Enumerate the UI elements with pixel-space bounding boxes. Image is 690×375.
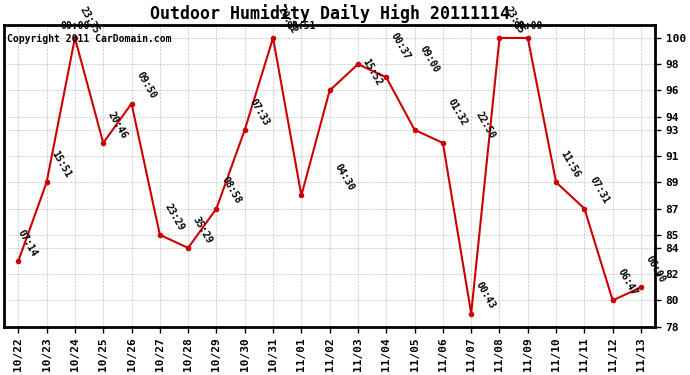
Text: 09:00: 09:00 xyxy=(417,44,441,75)
Text: 06:47: 06:47 xyxy=(615,267,639,298)
Text: 00:37: 00:37 xyxy=(389,31,413,62)
Text: 23:35: 23:35 xyxy=(78,5,101,35)
Text: 23:55: 23:55 xyxy=(502,5,526,35)
Text: 22:50: 22:50 xyxy=(474,110,497,140)
Text: 01:32: 01:32 xyxy=(446,97,469,127)
Text: 07:31: 07:31 xyxy=(587,176,611,206)
Text: 09:50: 09:50 xyxy=(135,70,157,101)
Text: 15:52: 15:52 xyxy=(361,57,384,88)
Text: 00:00: 00:00 xyxy=(60,21,90,31)
Text: 15:51: 15:51 xyxy=(50,149,72,180)
Text: 07:33: 07:33 xyxy=(248,97,271,127)
Text: 23:29: 23:29 xyxy=(163,202,186,232)
Text: 04:30: 04:30 xyxy=(333,162,356,193)
Text: 08:58: 08:58 xyxy=(219,176,243,206)
Text: Copyright 2011 CarDomain.com: Copyright 2011 CarDomain.com xyxy=(8,34,172,44)
Text: 07:14: 07:14 xyxy=(16,228,39,258)
Text: 00:43: 00:43 xyxy=(474,280,497,311)
Text: 00:00: 00:00 xyxy=(513,21,542,31)
Text: 20:46: 20:46 xyxy=(106,110,129,140)
Text: 35:29: 35:29 xyxy=(191,215,215,245)
Title: Outdoor Humidity Daily High 20111114: Outdoor Humidity Daily High 20111114 xyxy=(150,4,510,23)
Text: 20:22: 20:22 xyxy=(276,5,299,35)
Text: 08:51: 08:51 xyxy=(286,21,316,31)
Text: 06:00: 06:00 xyxy=(644,254,667,285)
Text: 11:56: 11:56 xyxy=(559,149,582,180)
